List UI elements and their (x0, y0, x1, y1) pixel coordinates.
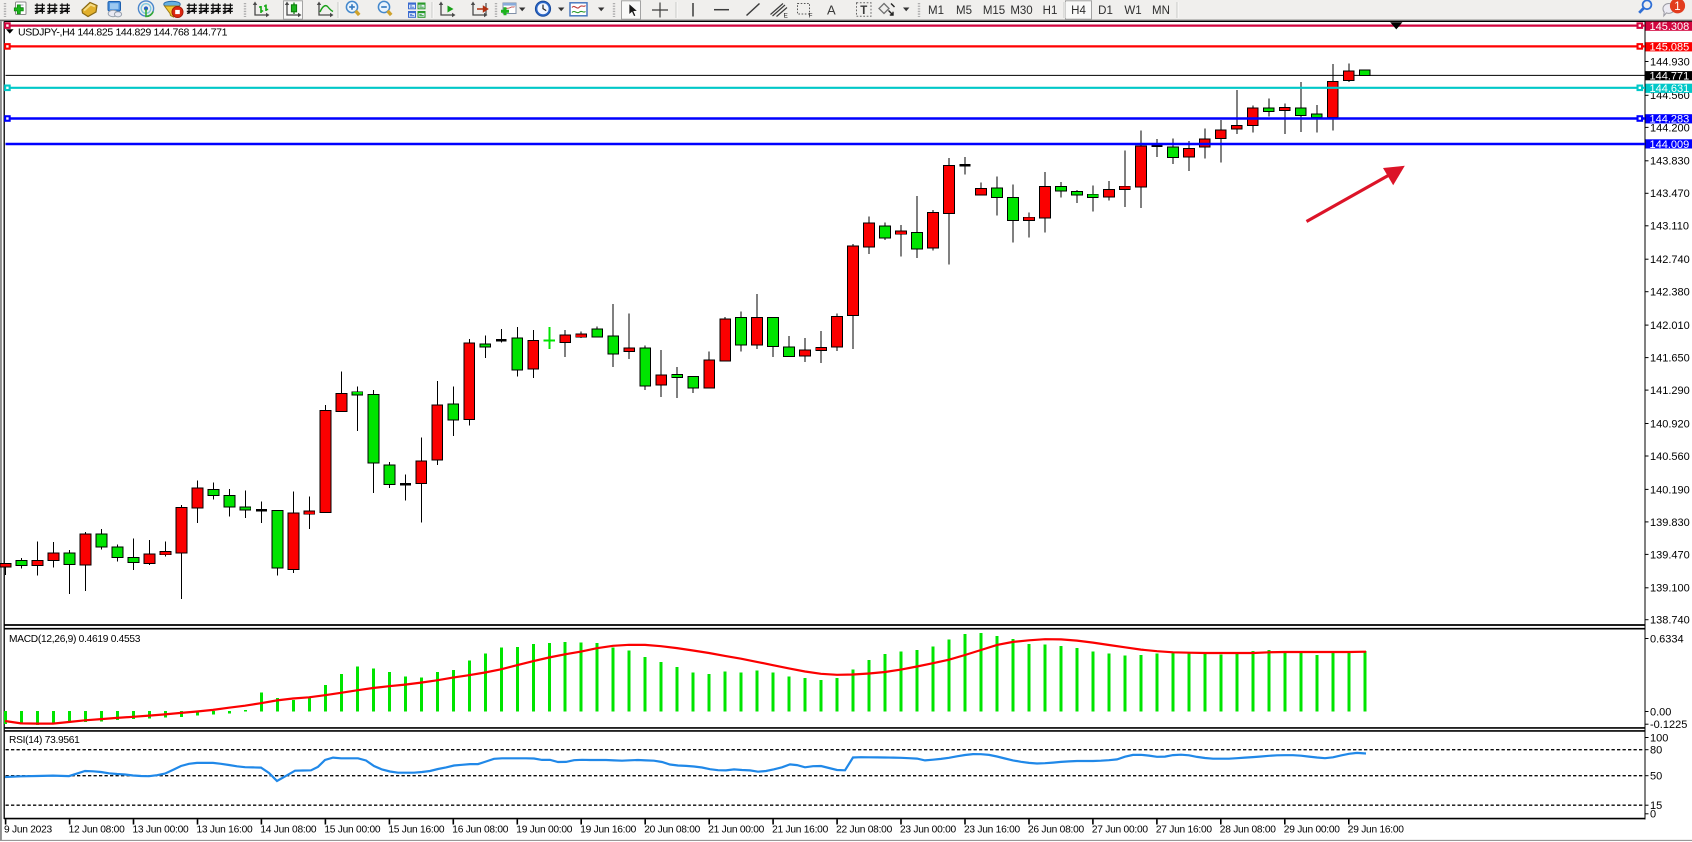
svg-text:143.110: 143.110 (1650, 221, 1689, 233)
svg-text:80: 80 (1650, 745, 1662, 757)
svg-text:29 Jun 16:00: 29 Jun 16:00 (1348, 825, 1404, 836)
svg-text:139.470: 139.470 (1650, 549, 1690, 561)
svg-text:144.631: 144.631 (1650, 83, 1690, 95)
svg-text:144.930: 144.930 (1650, 56, 1690, 68)
svg-text:27 Jun 00:00: 27 Jun 00:00 (1092, 825, 1148, 836)
svg-text:0.00: 0.00 (1650, 706, 1671, 718)
svg-text:143.830: 143.830 (1650, 156, 1690, 168)
svg-text:0.6334: 0.6334 (1650, 633, 1684, 645)
svg-text:50: 50 (1650, 771, 1662, 783)
svg-text:W1: W1 (1124, 5, 1141, 17)
svg-text:9 Jun 2023: 9 Jun 2023 (4, 825, 52, 836)
svg-text:14 Jun 08:00: 14 Jun 08:00 (260, 825, 316, 836)
svg-text:140.190: 140.190 (1650, 484, 1690, 496)
svg-text:15 Jun 16:00: 15 Jun 16:00 (388, 825, 444, 836)
svg-text:15: 15 (1650, 800, 1662, 812)
svg-text:144.009: 144.009 (1650, 139, 1690, 151)
svg-text:144.771: 144.771 (1650, 71, 1690, 83)
svg-text:138.740: 138.740 (1650, 615, 1690, 627)
svg-text:23 Jun 00:00: 23 Jun 00:00 (900, 825, 956, 836)
svg-text:13 Jun 00:00: 13 Jun 00:00 (133, 825, 189, 836)
svg-text:21 Jun 16:00: 21 Jun 16:00 (772, 825, 828, 836)
svg-text:20 Jun 08:00: 20 Jun 08:00 (644, 825, 700, 836)
svg-text:E: E (784, 13, 789, 20)
svg-text:22 Jun 08:00: 22 Jun 08:00 (836, 825, 892, 836)
svg-text:28 Jun 08:00: 28 Jun 08:00 (1220, 825, 1276, 836)
svg-text:140.560: 140.560 (1650, 451, 1690, 463)
svg-text:15 Jun 00:00: 15 Jun 00:00 (324, 825, 380, 836)
svg-text:H4: H4 (1071, 5, 1086, 17)
svg-text:MN: MN (1152, 5, 1170, 17)
svg-text:RSI(14) 73.9561: RSI(14) 73.9561 (9, 735, 80, 746)
svg-text:144.560: 144.560 (1650, 90, 1690, 102)
svg-text:144.200: 144.200 (1650, 122, 1690, 134)
svg-text:26 Jun 08:00: 26 Jun 08:00 (1028, 825, 1084, 836)
svg-text:140.920: 140.920 (1650, 418, 1690, 430)
svg-text:139.100: 139.100 (1650, 583, 1690, 595)
svg-text:H1: H1 (1043, 5, 1058, 17)
svg-text:143.470: 143.470 (1650, 188, 1690, 200)
svg-text:M1: M1 (928, 5, 944, 17)
svg-text:12 Jun 08:00: 12 Jun 08:00 (69, 825, 125, 836)
svg-text:139.830: 139.830 (1650, 517, 1690, 529)
svg-text:16 Jun 08:00: 16 Jun 08:00 (452, 825, 508, 836)
svg-text:141.650: 141.650 (1650, 353, 1690, 365)
svg-text:141.290: 141.290 (1650, 385, 1690, 397)
svg-text:13 Jun 16:00: 13 Jun 16:00 (197, 825, 253, 836)
svg-text:F: F (809, 13, 813, 20)
svg-text:142.740: 142.740 (1650, 254, 1690, 266)
svg-text:145.308: 145.308 (1650, 21, 1690, 33)
svg-text:29 Jun 00:00: 29 Jun 00:00 (1284, 825, 1340, 836)
svg-text:142.010: 142.010 (1650, 320, 1690, 332)
svg-text:A: A (827, 3, 836, 18)
svg-text:D1: D1 (1098, 5, 1113, 17)
svg-text:M15: M15 (983, 5, 1005, 17)
svg-text:23 Jun 16:00: 23 Jun 16:00 (964, 825, 1020, 836)
svg-text:21 Jun 00:00: 21 Jun 00:00 (708, 825, 764, 836)
svg-text:144.283: 144.283 (1650, 114, 1690, 126)
svg-text:27 Jun 16:00: 27 Jun 16:00 (1156, 825, 1212, 836)
svg-text:145.085: 145.085 (1650, 42, 1690, 54)
svg-text:M5: M5 (956, 5, 972, 17)
svg-text:19 Jun 16:00: 19 Jun 16:00 (580, 825, 636, 836)
svg-text:1: 1 (1674, 1, 1680, 13)
svg-text:M30: M30 (1010, 5, 1032, 17)
svg-text:100: 100 (1650, 732, 1668, 744)
svg-text:0: 0 (1650, 809, 1656, 821)
svg-text:USDJPY-,H4 144.825 144.829 14: USDJPY-,H4 144.825 144.829 144.768 144.7… (18, 26, 228, 38)
svg-text:-0.1225: -0.1225 (1650, 719, 1687, 731)
svg-text:MACD(12,26,9) 0.4619 0.4553: MACD(12,26,9) 0.4619 0.4553 (9, 634, 141, 645)
svg-text:19 Jun 00:00: 19 Jun 00:00 (516, 825, 572, 836)
svg-text:T: T (860, 5, 867, 17)
svg-text:142.380: 142.380 (1650, 287, 1690, 299)
